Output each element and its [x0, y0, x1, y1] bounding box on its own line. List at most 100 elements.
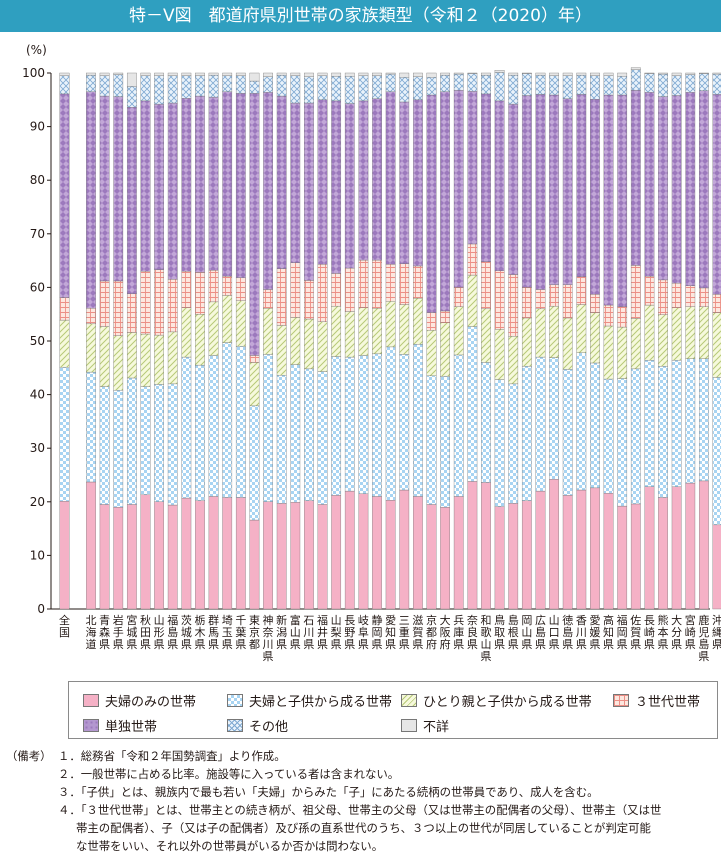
svg-text:山: 山 — [521, 626, 532, 639]
svg-text:福: 福 — [617, 613, 628, 627]
x-tick-label: 岡山県 — [521, 614, 532, 651]
bar-segment-34-5 — [535, 74, 546, 95]
bar-segment-29-0 — [467, 481, 478, 610]
svg-text:県: 県 — [589, 638, 600, 651]
bar-segment-42-3 — [644, 275, 655, 306]
bar-segment-3-3 — [113, 280, 124, 336]
bar-segment-23-3 — [385, 264, 396, 302]
bar-segment-6-4 — [154, 103, 164, 270]
svg-text:愛: 愛 — [589, 614, 600, 627]
x-tick-label: 大阪府 — [440, 613, 451, 651]
bar-segment-34-0 — [535, 490, 546, 610]
x-tick-label: 山梨県 — [331, 614, 342, 651]
svg-text:県: 県 — [276, 638, 287, 651]
bar-segment-28-3 — [453, 287, 464, 307]
bar-segment-46-3 — [699, 287, 709, 307]
x-tick-label: 鳥取県 — [494, 613, 505, 651]
svg-text:静: 静 — [372, 613, 383, 627]
bar-segment-32-6 — [508, 72, 519, 76]
bar-segment-46-0 — [699, 480, 709, 610]
bar-segment-32-1 — [508, 383, 519, 504]
bar-segment-32-5 — [508, 74, 519, 105]
bar-segment-22-2 — [372, 308, 382, 355]
svg-text:県: 県 — [290, 638, 301, 651]
x-tick-label: 兵庫県 — [453, 614, 464, 651]
x-tick-label: 長崎県 — [644, 614, 655, 651]
legend-item: 夫婦と子供から成る世帯 — [227, 691, 392, 710]
svg-text:知: 知 — [385, 625, 396, 639]
bar-segment-8-0 — [181, 497, 192, 610]
svg-text:崎: 崎 — [644, 625, 655, 639]
bar-segment-40-2 — [617, 326, 628, 379]
bar-segment-36-6 — [562, 72, 573, 76]
svg-text:滋: 滋 — [412, 614, 423, 627]
svg-text:県: 県 — [303, 638, 314, 651]
svg-text:山: 山 — [480, 638, 491, 651]
x-tick-label: 長野県 — [344, 614, 355, 651]
svg-text:福: 福 — [317, 613, 328, 627]
note-line: １．総務省「令和２年国勢調査」より作成。 — [58, 749, 286, 763]
svg-text:都: 都 — [426, 626, 437, 639]
x-tick-label: 沖縄県 — [712, 614, 721, 651]
svg-text:県: 県 — [521, 638, 532, 651]
bar-segment-20-3 — [344, 267, 355, 312]
bar-segment-11-6 — [222, 72, 233, 76]
bar-segment-44-0 — [671, 486, 682, 610]
bar-segment-33-2 — [521, 317, 532, 367]
bar-segment-37-3 — [576, 276, 587, 305]
bar-segment-39-5 — [603, 75, 614, 96]
bar-segment-40-5 — [617, 76, 628, 96]
bar-segment-35-0 — [549, 479, 559, 610]
x-tick-label: 茨城県 — [181, 613, 192, 651]
svg-text:歌: 歌 — [480, 625, 491, 639]
svg-text:北: 北 — [86, 614, 97, 627]
svg-text:山: 山 — [549, 614, 560, 627]
figure-title: 特－Ⅴ図 都道府県別世帯の家族類型（令和２（2020）年） — [0, 0, 721, 32]
bar-segment-2-5 — [99, 75, 110, 97]
bar-segment-12-3 — [235, 277, 246, 301]
bar-segment-2-0 — [99, 504, 110, 610]
bar-segment-11-5 — [222, 75, 233, 92]
svg-text:国: 国 — [59, 626, 70, 639]
bar-segment-26-0 — [426, 504, 437, 610]
bar-segment-21-3 — [358, 259, 369, 308]
legend-swatch-other — [227, 719, 243, 732]
x-tick-label: 島根県 — [508, 613, 519, 651]
bar-segment-4-4 — [126, 107, 137, 295]
bar-segment-36-4 — [562, 98, 573, 285]
bar-segment-31-2 — [494, 329, 505, 380]
x-tick-label: 北海道 — [86, 614, 97, 651]
bar-segment-47-3 — [712, 294, 721, 313]
bar-segment-17-2 — [304, 318, 314, 370]
bar-segment-26-4 — [426, 94, 437, 313]
bar-segment-30-1 — [481, 362, 491, 483]
bar-segment-12-5 — [235, 75, 246, 94]
legend-item: 単独世帯 — [83, 716, 157, 735]
bar-segment-1-0 — [86, 481, 96, 610]
svg-text:栃: 栃 — [194, 613, 205, 627]
svg-text:根: 根 — [508, 625, 519, 639]
bar-segment-47-4 — [712, 94, 721, 295]
y-tick-label: 100 — [22, 66, 45, 80]
bar-segment-10-4 — [208, 96, 219, 271]
svg-text:県: 県 — [549, 638, 560, 651]
bar-segment-30-6 — [481, 72, 491, 76]
bar-segment-29-6 — [467, 72, 478, 74]
bar-segment-31-3 — [494, 270, 505, 330]
bar-segment-47-6 — [712, 72, 721, 75]
bar-segment-33-3 — [521, 287, 532, 319]
bar-segment-27-5 — [440, 74, 450, 92]
bar-segment-27-4 — [440, 91, 450, 312]
bar-segment-5-2 — [140, 333, 151, 387]
bar-segment-10-3 — [208, 270, 219, 303]
bar-segment-34-4 — [535, 94, 546, 290]
svg-text:県: 県 — [494, 638, 505, 651]
bar-segment-37-5 — [576, 74, 587, 95]
bar-segment-16-4 — [290, 102, 301, 263]
bar-segment-3-4 — [113, 96, 124, 282]
bar-segment-7-5 — [167, 75, 178, 104]
bar-segment-43-6 — [658, 72, 668, 75]
bar-segment-14-1 — [263, 354, 273, 502]
legend-label: ひとり親と子供から成る世帯 — [423, 695, 592, 710]
y-tick-label: 60 — [30, 280, 45, 294]
